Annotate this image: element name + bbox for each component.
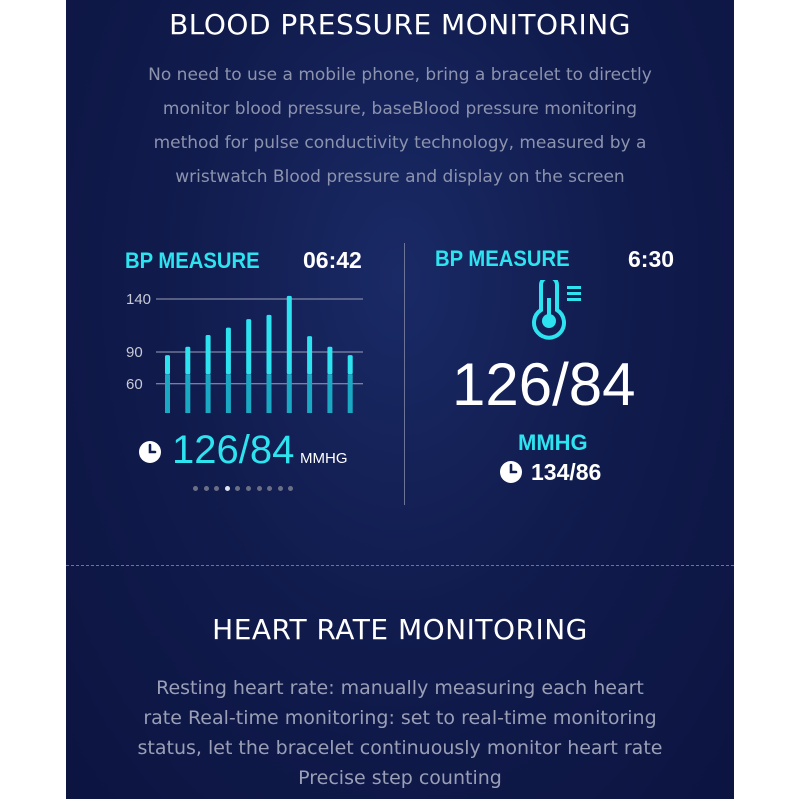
- bar-upper: [246, 319, 252, 375]
- bar-upper: [165, 355, 170, 375]
- bp-section-title: BLOOD PRESSURE MONITORING: [169, 8, 631, 41]
- screen-divider: [404, 243, 405, 505]
- page-dot[interactable]: [256, 486, 262, 491]
- y-tick-label: 140: [126, 291, 151, 308]
- bar-upper: [307, 336, 313, 375]
- bar-lower: [246, 374, 252, 413]
- bar-upper: [286, 295, 292, 375]
- previous-reading: 134/86: [531, 459, 602, 485]
- bar-lower: [225, 374, 231, 413]
- bar-lower: [327, 374, 333, 413]
- hr-desc-line: status, let the bracelet continuously mo…: [137, 737, 663, 759]
- left-reading: 126/84: [172, 428, 295, 472]
- hr-desc-line: rate Real-time monitoring: set to real-t…: [143, 707, 657, 729]
- page-dot[interactable]: [246, 486, 251, 491]
- bp-desc-line: method for pulse conductivity technology…: [153, 133, 647, 153]
- bp-desc-line: monitor blood pressure, baseBlood pressu…: [162, 99, 638, 119]
- left-bp-label: BP MEASURE: [125, 248, 260, 273]
- page-dot[interactable]: [224, 486, 230, 491]
- right-reading: 126/84: [452, 351, 636, 418]
- hr-section-description: Resting heart rate: manually measuring e…: [0, 673, 800, 793]
- thermometer-icon: [522, 275, 592, 340]
- right-bp-label: BP MEASURE: [435, 246, 570, 271]
- page-dot[interactable]: [267, 486, 273, 491]
- hr-desc-line: Precise step counting: [298, 767, 502, 789]
- page-dot[interactable]: [288, 486, 294, 491]
- bp-desc-line: wristwatch Blood pressure and display on…: [175, 167, 625, 187]
- bar-lower: [347, 374, 353, 413]
- bar-lower: [286, 374, 292, 413]
- bp-section-description: No need to use a mobile phone, bring a b…: [0, 58, 800, 194]
- right-time: 6:30: [628, 246, 675, 272]
- clock-icon: [499, 460, 523, 484]
- clock-icon: [138, 440, 162, 464]
- bar-lower: [266, 374, 272, 413]
- bp-desc-line: No need to use a mobile phone, bring a b…: [148, 65, 652, 85]
- page-dot[interactable]: [277, 486, 283, 491]
- feature-panel: [66, 0, 734, 799]
- bar-upper: [266, 314, 272, 375]
- y-tick-label: 90: [126, 344, 143, 361]
- bar-upper: [185, 346, 191, 375]
- bar-lower: [185, 374, 191, 413]
- y-tick-label: 60: [126, 376, 143, 393]
- bar-lower: [307, 374, 313, 413]
- left-time: 06:42: [303, 247, 362, 273]
- section-divider: [66, 565, 734, 566]
- page-dot[interactable]: [193, 486, 198, 491]
- right-unit: MMHG: [518, 430, 588, 455]
- bp-bar-chart: 140 90 60: [126, 291, 363, 413]
- bar-upper: [205, 335, 211, 375]
- hr-desc-line: Resting heart rate: manually measuring e…: [156, 677, 644, 699]
- page-dot[interactable]: [203, 486, 209, 491]
- left-unit: MMHG: [300, 450, 348, 467]
- bar-upper: [347, 355, 353, 375]
- page-dot[interactable]: [214, 486, 220, 491]
- bar-upper: [327, 346, 333, 375]
- hr-section-title: HEART RATE MONITORING: [212, 613, 588, 646]
- bar-lower: [165, 374, 170, 413]
- bar-upper: [225, 327, 231, 375]
- bar-lower: [205, 374, 211, 413]
- page-dot[interactable]: [235, 486, 241, 491]
